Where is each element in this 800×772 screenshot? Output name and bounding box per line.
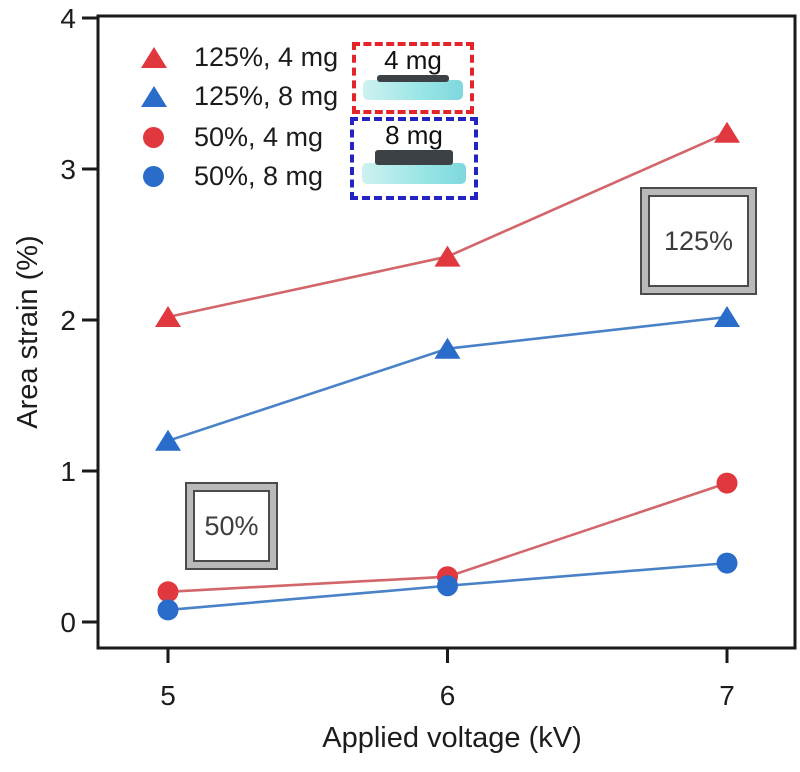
data-point-triangle — [155, 305, 181, 327]
x-tick-label: 6 — [440, 680, 456, 711]
y-tick-label: 0 — [60, 607, 76, 638]
triangle-marker-icon — [141, 85, 167, 107]
data-point-triangle — [434, 245, 461, 267]
annotation-label-50: 50% — [193, 490, 270, 562]
inset-label-4mg: 4 mg — [384, 45, 442, 75]
data-point-circle — [157, 581, 179, 603]
legend-item-125-4mg: 125%, 4 mg — [141, 38, 338, 76]
data-point-triangle — [155, 429, 181, 451]
legend-label: 50%, 8 mg — [194, 160, 324, 191]
sample-illustration-8mg — [362, 150, 466, 184]
legend-label: 125%, 8 mg — [194, 80, 339, 111]
x-tick-label: 7 — [719, 680, 735, 711]
sample-elastomer-block — [363, 80, 463, 100]
data-point-triangle — [714, 121, 740, 143]
sample-mass-layer — [377, 75, 449, 82]
data-point-circle — [157, 599, 179, 621]
circle-marker-icon — [143, 165, 164, 187]
data-point-circle — [716, 472, 738, 494]
inset-sample-8mg: 8 mg — [350, 117, 478, 200]
y-tick-label: 4 — [60, 3, 76, 34]
inset-sample-4mg: 4 mg — [352, 42, 474, 114]
triangle-marker-icon — [141, 46, 167, 68]
data-point-triangle — [714, 305, 740, 327]
legend-label: 50%, 4 mg — [194, 121, 324, 152]
annotation-box-50: 50% — [185, 482, 278, 570]
data-point-triangle — [434, 337, 461, 359]
legend-item-125-8mg: 125%, 8 mg — [141, 77, 338, 115]
y-axis-label: Area strain (%) — [12, 235, 44, 429]
x-axis-label: Applied voltage (kV) — [322, 722, 582, 754]
annotation-box-125: 125% — [640, 187, 757, 295]
inset-label-8mg: 8 mg — [385, 120, 443, 150]
y-tick-label: 2 — [60, 305, 76, 336]
legend-label: 125%, 4 mg — [194, 41, 339, 72]
data-point-circle — [716, 552, 738, 574]
y-tick-label: 1 — [60, 456, 76, 487]
sample-illustration-4mg — [363, 75, 463, 100]
circle-marker-icon — [143, 126, 164, 148]
legend-item-50-4mg: 50%, 4 mg — [141, 118, 323, 156]
data-point-circle — [437, 575, 458, 597]
legend-item-50-8mg: 50%, 8 mg — [141, 157, 323, 195]
sample-elastomer-block — [362, 163, 466, 184]
sample-mass-layer — [375, 150, 453, 165]
x-tick-label: 5 — [160, 680, 176, 711]
annotation-label-125: 125% — [648, 195, 749, 287]
y-tick-label: 3 — [60, 154, 76, 185]
series-line — [167, 315, 728, 443]
